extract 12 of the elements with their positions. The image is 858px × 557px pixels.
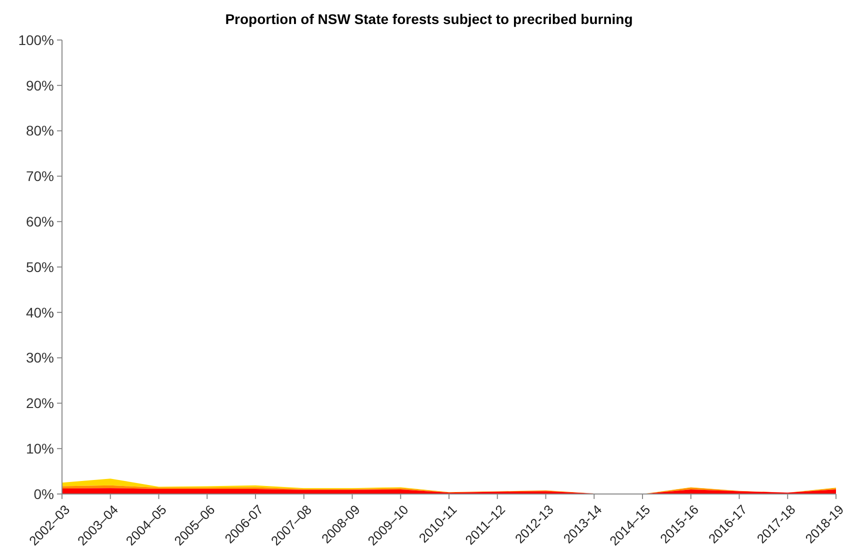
y-tick-label: 80% bbox=[26, 122, 54, 139]
y-tick-label: 10% bbox=[26, 440, 54, 456]
y-tick-label: 60% bbox=[26, 214, 54, 230]
y-tick-label: 20% bbox=[26, 395, 54, 412]
y-tick-label: 30% bbox=[26, 350, 54, 366]
chart-title: Proportion of NSW State forests subject to precribed burning bbox=[225, 11, 633, 27]
y-tick-label: 0% bbox=[34, 486, 54, 502]
y-tick-label: 70% bbox=[26, 168, 54, 184]
y-tick-label: 90% bbox=[26, 77, 54, 94]
y-tick-label: 50% bbox=[26, 258, 54, 275]
y-tick-label: 100% bbox=[18, 32, 54, 48]
y-tick-label: 40% bbox=[26, 304, 54, 320]
